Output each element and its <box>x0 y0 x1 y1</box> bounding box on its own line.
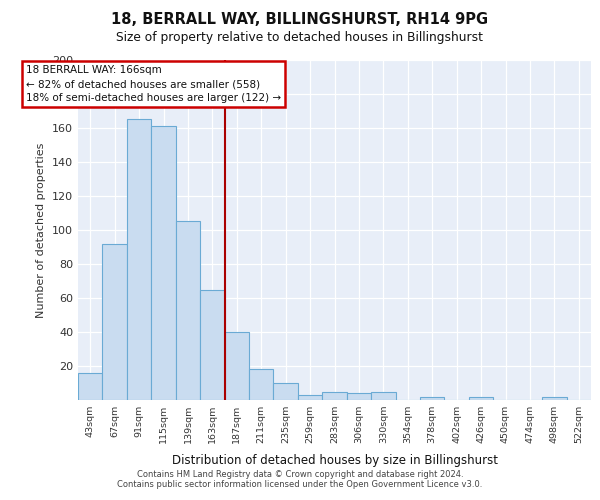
Bar <box>78 373 103 400</box>
Bar <box>322 392 347 400</box>
Bar <box>469 396 493 400</box>
Bar <box>542 396 566 400</box>
Bar <box>176 222 200 400</box>
Bar <box>420 396 445 400</box>
Bar <box>200 290 224 400</box>
Text: Size of property relative to detached houses in Billingshurst: Size of property relative to detached ho… <box>116 31 484 44</box>
Bar <box>298 395 322 400</box>
Bar <box>224 332 249 400</box>
Text: Contains HM Land Registry data © Crown copyright and database right 2024.: Contains HM Land Registry data © Crown c… <box>137 470 463 479</box>
Text: Contains public sector information licensed under the Open Government Licence v3: Contains public sector information licen… <box>118 480 482 489</box>
Bar <box>371 392 395 400</box>
Text: 18, BERRALL WAY, BILLINGSHURST, RH14 9PG: 18, BERRALL WAY, BILLINGSHURST, RH14 9PG <box>112 12 488 28</box>
Bar <box>249 370 274 400</box>
X-axis label: Distribution of detached houses by size in Billingshurst: Distribution of detached houses by size … <box>172 454 497 468</box>
Y-axis label: Number of detached properties: Number of detached properties <box>37 142 46 318</box>
Bar <box>103 244 127 400</box>
Bar <box>151 126 176 400</box>
Bar <box>347 393 371 400</box>
Bar <box>127 120 151 400</box>
Bar <box>274 383 298 400</box>
Text: 18 BERRALL WAY: 166sqm
← 82% of detached houses are smaller (558)
18% of semi-de: 18 BERRALL WAY: 166sqm ← 82% of detached… <box>26 65 281 103</box>
